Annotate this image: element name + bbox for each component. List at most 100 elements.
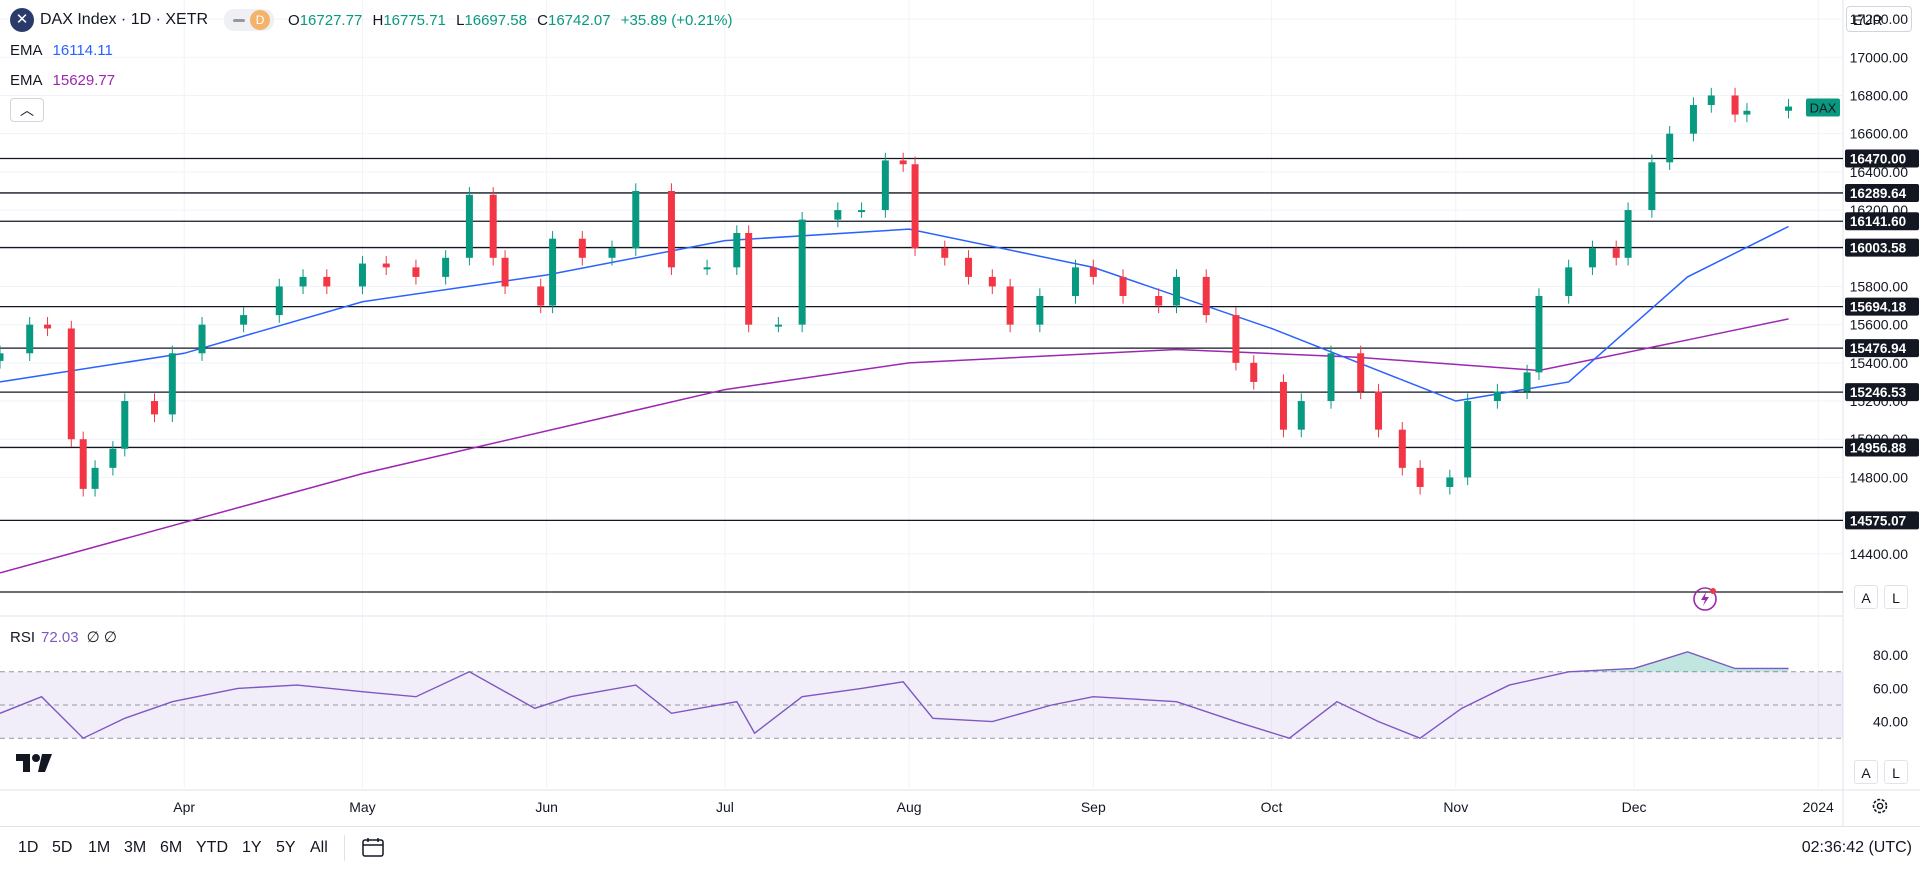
candle-body [1588,248,1596,268]
timeframe-5y[interactable]: 5Y [276,839,296,856]
candle-body [798,219,806,325]
candle-body [1523,372,1531,392]
timeframe-all[interactable]: All [310,839,328,856]
candle-body [275,286,283,316]
candle-body [733,232,741,268]
symbol-legend[interactable]: ✕ DAX Index · 1D · XETR D O16727.77 H167… [10,8,739,32]
rsi-tick-label: 40.00 [1873,714,1908,730]
candle-body [1202,276,1210,316]
x-tick-label: Dec [1622,799,1647,815]
candle-body [1279,381,1287,430]
candle-body [1416,467,1424,487]
x-tick-label: Jul [716,799,734,815]
ema-slow-legend[interactable]: EMA 15629.77 [10,72,116,89]
level-tag-label: 14575.07 [1850,513,1906,528]
y-tick-label: 17000.00 [1850,49,1909,65]
candle-body [1119,276,1127,296]
rsi-tick-label: 60.00 [1873,680,1908,696]
candle-body [899,160,907,165]
level-tag [1845,297,1919,316]
candle-body [91,467,99,489]
candle-body [578,238,586,258]
toolbar-divider [344,835,345,861]
candle-body [168,353,176,415]
x-tick-label: Sep [1081,799,1106,815]
candle-body [703,267,711,270]
level-tag-label: 16003.58 [1850,241,1907,256]
price-tag [1806,98,1840,117]
candle-body [834,210,842,220]
candle-body [537,286,545,306]
candle-body [1155,296,1163,306]
x-tick-label: May [349,799,375,815]
candle-body [1785,106,1793,111]
candle-body [1612,248,1620,258]
price-tag-label: DAX [1810,101,1837,116]
candle-body [881,160,889,211]
candle-body [632,190,640,249]
visibility-toggle[interactable]: D [224,9,275,31]
level-tag [1845,149,1919,168]
rsi-log-scale-button[interactable]: L [1884,760,1908,784]
calendar-icon[interactable] [362,837,384,857]
candle-body [323,276,331,287]
candle-body [774,324,782,327]
level-tag-label: 16289.64 [1850,186,1907,201]
x-tick-label: 2024 [1803,799,1834,815]
candle-body [67,328,75,440]
candle-body [1357,353,1365,392]
chevron-up-icon: ︿ [20,102,34,118]
timeframe-1y[interactable]: 1Y [242,839,262,856]
collapse-legend-button[interactable]: ︿ [10,98,44,122]
timeframe-5d[interactable]: 5D [52,839,73,856]
candle-body [121,401,129,449]
minus-icon [233,18,246,22]
timeframe-6m[interactable]: 6M [160,839,183,856]
candle-body [442,257,450,277]
candle-body [1666,133,1674,163]
candle-body [0,353,4,361]
y-tick-label: 16400.00 [1850,164,1909,180]
tradingview-logo-icon [16,754,52,772]
candle-body [465,194,473,258]
timeframe-3m[interactable]: 3M [124,839,147,856]
candle-body [382,263,390,268]
currency-select[interactable]: EUR [1846,6,1912,32]
gear-icon[interactable] [1870,796,1890,816]
y-tick-label: 14800.00 [1850,469,1909,485]
y-tick-label: 15400.00 [1850,355,1909,371]
utc-clock[interactable]: 02:36:42 (UTC) [1801,839,1912,856]
auto-scale-button[interactable]: A [1854,585,1878,609]
level-tag [1845,383,1919,402]
level-tag-label: 16141.60 [1850,214,1906,229]
level-tag [1845,183,1919,202]
candle-body [44,324,52,329]
level-tag-label: 14956.88 [1850,440,1907,455]
chart-canvas[interactable]: Apr May Jun Jul Aug Sep Oct Nov Dec 2024 17200.00 1… [0,0,1920,826]
x-tick-label: Apr [173,799,195,815]
ema-slow-line [0,318,1789,574]
y-tick-label: 15800.00 [1850,278,1909,294]
log-scale-button[interactable]: L [1884,585,1908,609]
ema-fast-legend[interactable]: EMA 16114.11 [10,42,113,59]
candle-body [198,324,206,354]
candle-body [1071,267,1079,296]
candle-body [26,324,34,354]
candle-body [1535,296,1543,373]
level-tag [1845,339,1919,358]
lightning-icon[interactable] [1692,586,1718,612]
rsi-legend[interactable]: RSI 72.03 ∅ ∅ [10,629,117,646]
candle-body [858,210,866,213]
candle-body [1327,353,1335,402]
candle-body [489,194,497,258]
timeframe-1d[interactable]: 1D [18,839,39,856]
x-close-icon[interactable]: ✕ [10,8,34,32]
rsi-auto-scale-button[interactable]: A [1854,760,1878,784]
symbol-title[interactable]: DAX Index · 1D · XETR [40,11,209,28]
candle-body [965,257,973,277]
timeframe-1m[interactable]: 1M [88,839,111,856]
timeframe-ytd[interactable]: YTD [196,839,228,856]
level-tag [1845,212,1919,231]
level-tag-label: 16470.00 [1850,152,1906,167]
level-tag-label: 15694.18 [1850,300,1907,315]
